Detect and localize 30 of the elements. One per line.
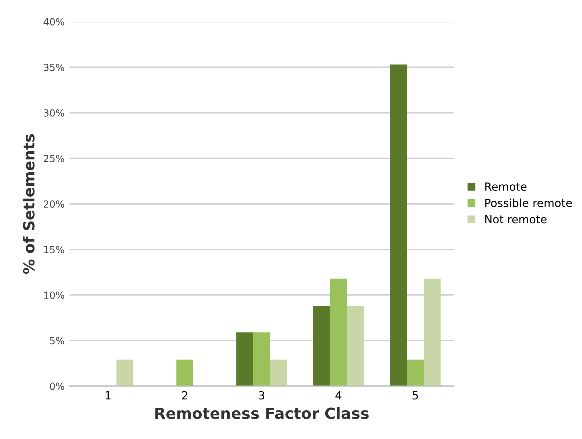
legend-label: Possible remote — [486, 198, 572, 208]
y-tick-label: 40% — [44, 18, 64, 26]
y-tick-label: 30% — [44, 110, 64, 117]
bar — [347, 306, 364, 386]
y-tick-label: 35% — [44, 64, 64, 72]
bar — [330, 278, 348, 386]
legend-label: Remote — [486, 182, 527, 192]
x-tick-label: 5 — [412, 392, 418, 400]
y-axis-title: % of Setlements — [23, 134, 35, 274]
bar — [253, 332, 270, 386]
bar — [390, 64, 408, 386]
bar — [176, 360, 194, 386]
x-axis-title: Remoteness Factor Class — [156, 407, 369, 420]
y-tick-label: 10% — [44, 292, 64, 300]
x-tick-label: 4 — [336, 392, 342, 400]
y-tick-label: 20% — [44, 200, 64, 208]
bar — [116, 360, 134, 386]
bar — [236, 332, 254, 386]
bar — [407, 360, 424, 386]
x-tick-label: 1 — [106, 392, 111, 400]
y-tick-label: 5% — [50, 337, 64, 345]
y-tick-label: 0% — [50, 382, 64, 390]
y-tick-label: 15% — [44, 246, 64, 254]
legend-label: Not remote — [486, 215, 547, 224]
bar — [424, 278, 441, 386]
bar — [270, 360, 288, 386]
x-tick-label: 3 — [259, 391, 265, 400]
bar — [313, 306, 330, 386]
x-tick-label: 2 — [182, 391, 188, 400]
y-tick-label: 25% — [44, 155, 64, 162]
